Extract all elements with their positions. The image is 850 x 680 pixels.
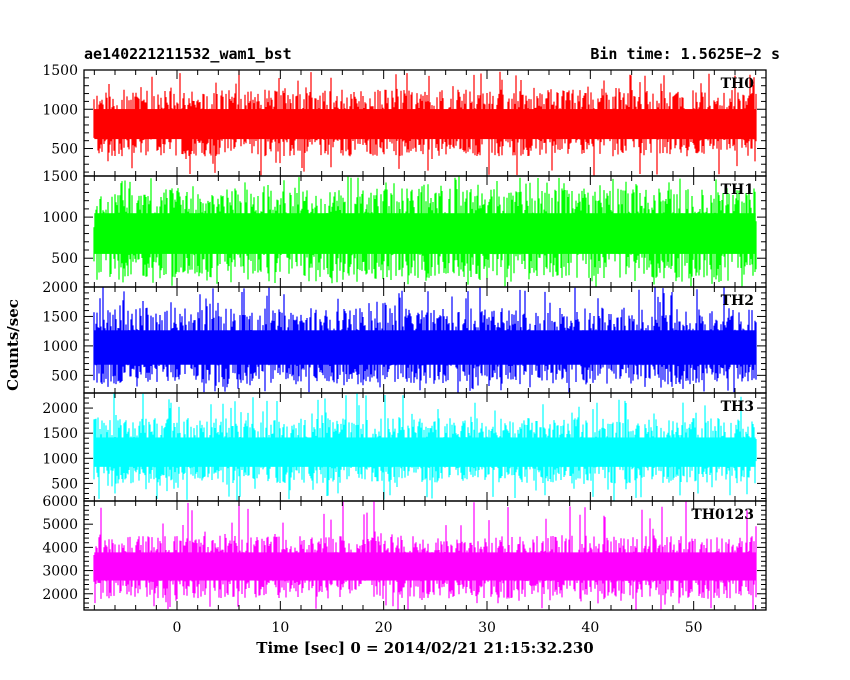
trace-th0 (93, 70, 757, 176)
y-tick-label-th2: 2000 (42, 280, 78, 296)
y-tick-label-th3: 1000 (42, 451, 78, 467)
panel-th3: 500 1000 1500 2000 TH3 (42, 392, 767, 502)
y-tick-label-th0123: 5000 (42, 517, 78, 533)
y-tick-label-th0: 500 (51, 142, 78, 158)
x-tick-label: 40 (581, 620, 599, 636)
bin-time-label: Bin time: 1.5625E−2 s (590, 45, 780, 63)
y-tick-label-th1: 1000 (42, 210, 78, 226)
panels-group: 50010001500TH050010001500TH1500100015002… (42, 63, 767, 636)
panel-label-th3: TH3 (721, 399, 754, 415)
y-tick-label-th0123: 4000 (42, 540, 78, 556)
y-tick-label-th3: 2000 (42, 401, 78, 417)
trace-th1 (93, 176, 757, 287)
y-axis-label: Counts/sec (4, 299, 22, 391)
y-tick-label-th0: 1000 (42, 102, 78, 118)
y-tick-label-th1: 1500 (42, 169, 78, 185)
panel-th2: 500 1000 1500 2000 TH2 (42, 280, 767, 394)
x-tick-label: 20 (375, 620, 393, 636)
trace-th3 (93, 393, 757, 501)
panel-th0123: 2000 3000 4000 5000 6000 TH0123 (42, 494, 767, 611)
file-title: ae140221211532_wam1_bst (84, 45, 292, 63)
x-tick-label: 30 (478, 620, 496, 636)
y-tick-label-th0123: 6000 (42, 494, 78, 510)
panel-th1: 500 1000 1500 TH1 (42, 169, 767, 288)
panel-label-th2: TH2 (721, 293, 754, 309)
y-tick-label-th0: 1500 (42, 63, 78, 79)
trace-th0123 (93, 501, 757, 610)
panel-label-th1: TH1 (721, 182, 754, 198)
y-tick-label-th2: 1000 (42, 339, 78, 355)
y-tick-label-th3: 500 (51, 476, 78, 492)
x-tick-label: 0 (173, 620, 182, 636)
y-tick-label-th1: 500 (51, 251, 78, 267)
panel-label-th0: TH0 (721, 76, 755, 92)
panel-th0: 500 1000 1500 TH0 (42, 63, 767, 177)
x-tick-label: 50 (685, 620, 703, 636)
x-tick-label: 10 (271, 620, 289, 636)
y-tick-label-th2: 500 (51, 368, 78, 384)
trace-th2 (93, 287, 757, 393)
y-tick-label-th0123: 3000 (42, 564, 78, 580)
y-tick-label-th2: 1500 (42, 309, 78, 325)
y-tick-label-th3: 1500 (42, 426, 78, 442)
y-tick-label-th0123: 2000 (42, 587, 78, 603)
panel-label-th0123: TH0123 (691, 507, 754, 523)
x-axis-label: Time [sec] 0 = 2014/02/21 21:15:32.230 (256, 639, 593, 657)
